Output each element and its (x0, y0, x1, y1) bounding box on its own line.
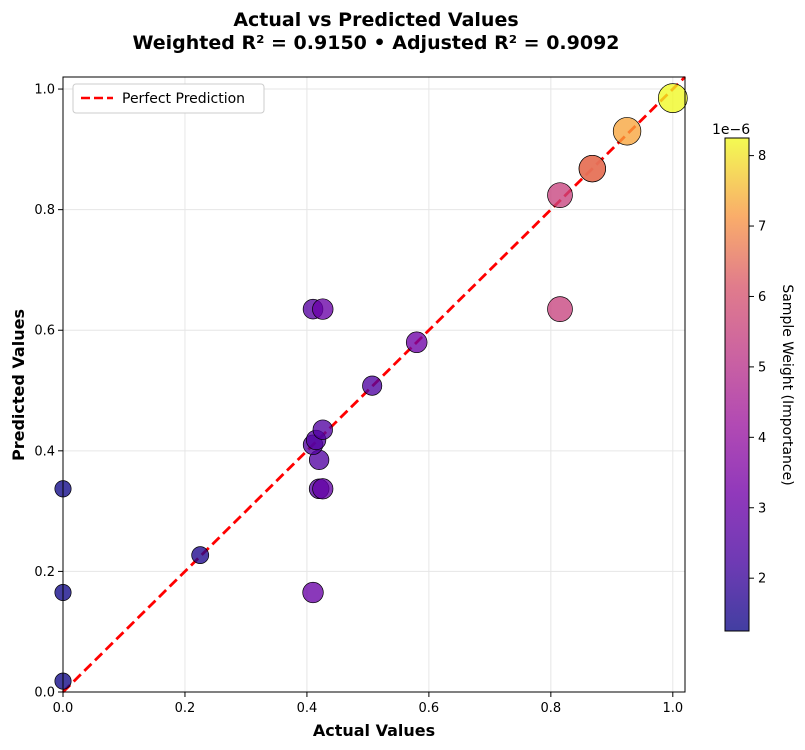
data-point (547, 182, 573, 208)
legend-box (72, 83, 265, 114)
x-tick-label: 0.2 (175, 701, 196, 716)
y-tick-label: 0.8 (34, 203, 55, 218)
data-point (612, 117, 642, 146)
data-point (578, 154, 606, 183)
chart-title-line2: Weighted R² = 0.9150 • Adjusted R² = 0.9… (132, 32, 619, 54)
data-point (302, 581, 324, 604)
y-axis-label: Predicted Values (9, 309, 28, 461)
legend-label: Perfect Prediction (122, 91, 245, 107)
y-tick-label: 0.2 (34, 565, 55, 580)
colorbar-tick-label: 6 (758, 290, 766, 305)
x-tick-label: 1.0 (662, 701, 683, 716)
data-point (312, 419, 333, 440)
data-point (312, 478, 334, 500)
plot-frame (62, 76, 686, 693)
y-tick-label: 1.0 (34, 83, 55, 98)
x-tick-label: 0.8 (540, 701, 561, 716)
x-tick-label: 0.0 (53, 701, 74, 716)
colorbar-tick-label: 5 (758, 360, 766, 375)
data-point (547, 296, 573, 322)
y-tick-label: 0.4 (34, 444, 55, 459)
legend: Perfect Prediction (72, 83, 265, 114)
plot-area: 0.0 0.2 0.4 0.6 0.8 1.0 0.0 0.2 0.4 0.6 0.8 1.0 (34, 76, 688, 716)
data-point (657, 83, 688, 113)
colorbar-scale-label: 1e−6 (712, 122, 750, 138)
colorbar-tick-label: 3 (758, 501, 766, 516)
colorbar-tick-label: 4 (758, 431, 766, 446)
colorbar-tick-label: 7 (758, 220, 766, 235)
colorbar: 2 3 4 5 6 7 8 1e−6 Sample Weight (Importance) (712, 122, 795, 632)
data-points (54, 83, 688, 690)
y-axis-ticks: 0.0 0.2 0.4 0.6 0.8 1.0 (34, 83, 63, 701)
colorbar-ticks: 2 3 4 5 6 7 8 (749, 149, 766, 587)
x-tick-label: 0.4 (297, 701, 318, 716)
data-point (362, 375, 383, 396)
x-axis-ticks: 0.0 0.2 0.4 0.6 0.8 1.0 (53, 692, 683, 716)
y-tick-label: 0.0 (34, 686, 55, 701)
colorbar-tick-label: 2 (758, 572, 766, 587)
y-tick-label: 0.6 (34, 324, 55, 339)
colorbar-label: Sample Weight (Importance) (779, 284, 795, 485)
data-point (312, 298, 334, 320)
data-point (191, 546, 210, 565)
colorbar-tick-label: 8 (758, 149, 766, 164)
x-tick-label: 0.6 (419, 701, 440, 716)
chart-title-line1: Actual vs Predicted Values (233, 9, 518, 31)
x-axis-label: Actual Values (313, 721, 435, 740)
data-point (405, 331, 428, 354)
colorbar-gradient (724, 137, 750, 632)
